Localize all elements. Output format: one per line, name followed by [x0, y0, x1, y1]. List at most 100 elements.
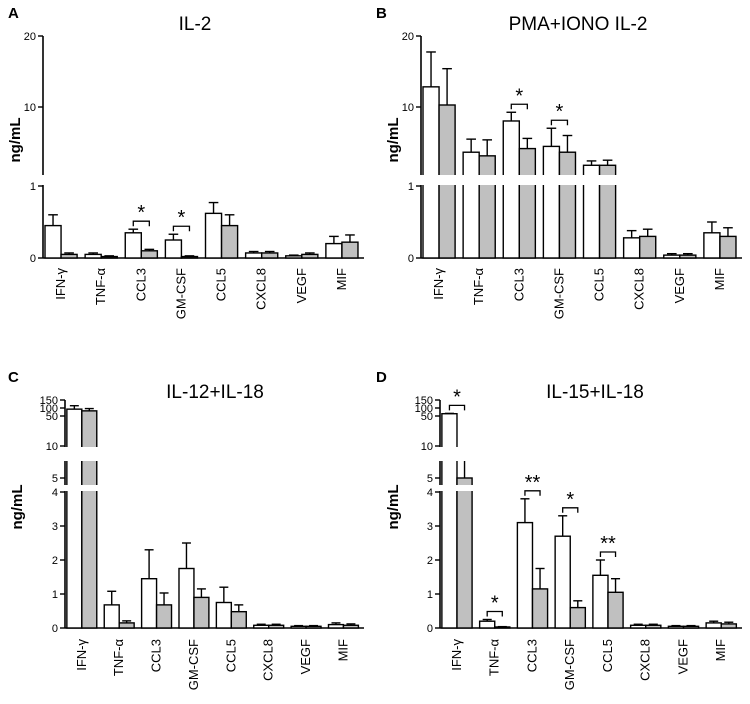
bar-grey	[118, 622, 135, 629]
axis-break	[414, 175, 742, 185]
significance-bracket	[524, 490, 541, 496]
bar-white	[285, 255, 303, 259]
y-axis-label: ng/mL	[385, 485, 402, 530]
bar-white	[516, 521, 534, 629]
bar-white	[705, 622, 722, 629]
significance-label: *	[515, 85, 523, 107]
axis-break	[58, 447, 364, 461]
x-tick-label: CCL3	[511, 268, 526, 301]
x-tick-label: CCL3	[149, 639, 164, 672]
bar-white	[103, 604, 120, 629]
x-tick-label: VEGF	[298, 639, 313, 674]
bar-grey	[719, 235, 737, 259]
y-tick-label: 50	[46, 411, 58, 423]
bar-grey	[155, 604, 173, 629]
bar-grey	[518, 147, 537, 259]
y-tick-label: 0	[30, 253, 36, 265]
bar-grey	[638, 235, 657, 259]
y-tick-label: 0	[52, 623, 58, 635]
bar-grey	[531, 588, 549, 629]
y-tick-label: 3	[427, 521, 433, 533]
chart-title: IL-12+IL-18	[166, 382, 264, 403]
x-tick-label: TNF-α	[111, 639, 126, 677]
bar-white	[215, 601, 233, 629]
y-tick-label: 150	[40, 395, 58, 407]
bar-white	[44, 224, 62, 259]
significance-bracket	[562, 507, 579, 513]
bar-white	[663, 254, 681, 259]
x-tick-label: GM-CSF	[186, 639, 201, 690]
y-tick-label: 10	[421, 441, 433, 453]
y-tick-label: 3	[52, 521, 58, 533]
x-tick-label: CCL5	[592, 268, 607, 301]
significance-label: **	[600, 533, 616, 555]
y-axis-label: ng/mL	[385, 118, 402, 163]
significance-bracket	[510, 103, 528, 110]
panel-letter: D	[376, 369, 387, 386]
y-tick-label: 10	[46, 441, 58, 453]
y-tick-label: 5	[52, 473, 58, 485]
y-tick-label: 20	[402, 31, 414, 43]
x-tick-label: GM-CSF	[173, 268, 188, 319]
significance-bracket	[486, 610, 503, 617]
x-tick-label: IFN-γ	[74, 639, 89, 671]
x-tick-label: TNF-α	[471, 268, 486, 306]
bar-white	[327, 623, 345, 629]
bar-white	[478, 620, 496, 629]
bar-grey	[682, 625, 700, 629]
bar-white	[164, 239, 183, 259]
significance-label: **	[525, 472, 541, 494]
bar-grey	[230, 610, 247, 629]
bar-grey	[679, 254, 697, 259]
x-tick-label: CXCL8	[638, 639, 653, 681]
y-tick-label: 150	[415, 395, 433, 407]
bar-grey	[341, 241, 359, 259]
y-tick-label: 5	[427, 473, 433, 485]
bar-grey	[260, 252, 279, 259]
significance-bracket	[172, 225, 191, 232]
bar-white	[84, 253, 102, 259]
bar-white	[441, 413, 458, 629]
x-tick-label: MIF	[713, 639, 728, 661]
bar-white	[629, 624, 647, 629]
y-tick-label: 1	[30, 181, 36, 193]
bar-white	[592, 574, 609, 629]
bar-grey	[81, 410, 98, 629]
x-tick-label: CCL5	[223, 639, 238, 672]
bar-grey	[140, 250, 159, 259]
x-tick-label: CXCL8	[632, 268, 647, 310]
bar-grey	[267, 624, 285, 629]
bar-white	[290, 625, 307, 629]
significance-bracket	[448, 404, 466, 411]
chart-panel-a: A IL-2 ng/mL 0 1 10 20 IFN-γ TNF-α CCL3 GM-CSF CCL5…	[7, 5, 364, 319]
y-tick-label: 100	[40, 403, 58, 415]
x-tick-label: GM-CSF	[551, 268, 566, 319]
x-tick-label: CCL5	[214, 268, 229, 301]
x-tick-label: VEGF	[294, 268, 309, 303]
x-tick-label: MIF	[335, 639, 350, 661]
x-tick-label: MIF	[712, 268, 727, 290]
chart-title: IL-2	[179, 14, 212, 35]
y-tick-label: 2	[52, 555, 58, 567]
significance-bracket	[550, 119, 569, 126]
significance-label: *	[556, 101, 564, 123]
y-axis-label: ng/mL	[7, 118, 24, 163]
significance-bracket	[599, 551, 617, 557]
bar-grey	[305, 625, 322, 629]
panel-letter: C	[8, 369, 19, 386]
x-tick-label: CCL3	[524, 639, 539, 672]
significance-label: *	[566, 489, 574, 511]
y-tick-label: 1	[52, 589, 58, 601]
bar-white	[554, 535, 571, 629]
x-tick-label: VEGF	[672, 268, 687, 303]
bar-grey	[645, 624, 662, 629]
significance-label: *	[491, 593, 499, 615]
panel-letter: A	[8, 5, 19, 22]
x-tick-label: MIF	[334, 268, 349, 290]
bar-grey	[100, 255, 118, 259]
bar-white	[542, 145, 561, 259]
bar-white	[502, 120, 521, 259]
